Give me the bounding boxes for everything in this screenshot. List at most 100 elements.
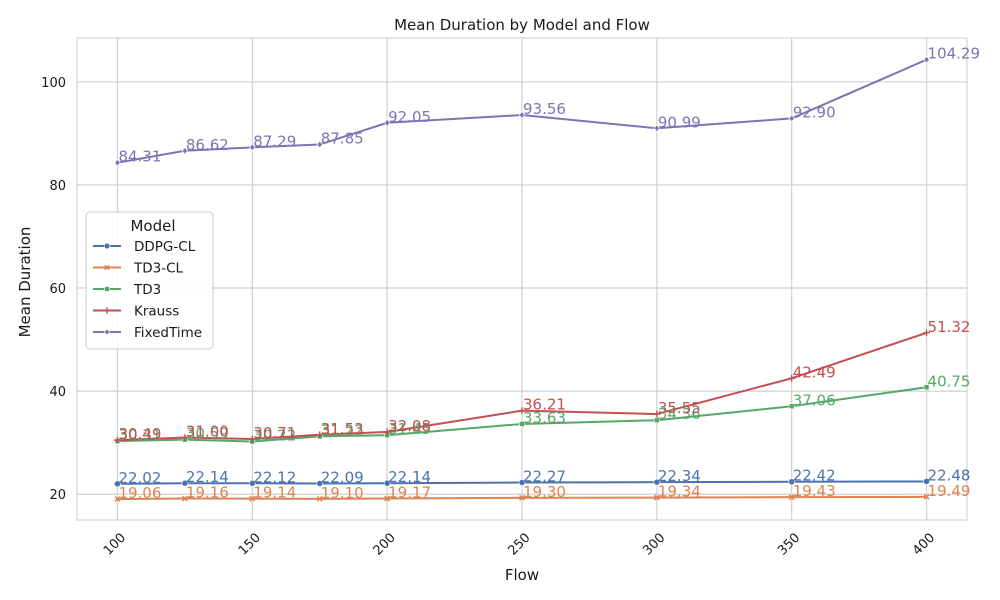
data-point-ddpg-cl	[316, 480, 324, 487]
data-label-td3: 34.36	[658, 405, 701, 423]
data-label-ddpg-cl: 22.48	[928, 466, 971, 484]
data-label-td3: 31.45	[388, 420, 431, 438]
data-label-td3-cl: 19.34	[658, 483, 701, 501]
data-point-krauss	[923, 329, 930, 337]
data-label-fixedtime: 93.56	[523, 100, 566, 118]
data-point-ddpg-cl	[923, 478, 930, 485]
data-point-td3-cl	[114, 496, 121, 503]
legend-marker	[104, 264, 110, 271]
data-label-fixedtime: 92.05	[388, 108, 431, 126]
data-point-ddpg-cl	[653, 478, 661, 486]
data-label-td3-cl: 19.10	[321, 484, 364, 502]
data-label-ddpg-cl: 22.34	[658, 467, 701, 485]
data-point-fixedtime	[923, 55, 930, 64]
legend-label: TD3	[133, 282, 161, 298]
data-label-td3: 30.22	[253, 427, 296, 445]
data-point-td3-cl	[181, 495, 188, 502]
legend-label: FixedTime	[134, 325, 202, 341]
data-point-krauss	[518, 407, 526, 415]
data-label-td3-cl: 19.30	[523, 483, 566, 501]
data-label-td3-cl: 19.06	[118, 484, 161, 502]
data-point-ddpg-cl	[114, 480, 121, 488]
data-point-ddpg-cl	[248, 479, 256, 487]
legend-title: Model	[130, 217, 175, 235]
y-tick-label: 100	[41, 76, 66, 91]
data-label-krauss: 31.00	[186, 423, 229, 441]
data-point-ddpg-cl	[383, 479, 391, 487]
data-label-krauss: 35.55	[658, 399, 701, 417]
data-label-fixedtime: 84.31	[118, 148, 161, 166]
data-point-krauss	[114, 436, 121, 444]
data-point-fixedtime	[316, 140, 323, 149]
data-point-fixedtime	[181, 146, 188, 155]
y-tick-label: 40	[49, 385, 66, 400]
data-label-td3: 30.59	[186, 425, 229, 443]
data-label-td3-cl: 19.16	[186, 484, 229, 502]
series-layer	[114, 55, 930, 503]
data-point-td3-cl	[923, 493, 930, 500]
data-label-krauss: 51.32	[928, 318, 971, 336]
legend-label: Krauss	[134, 304, 179, 320]
data-label-krauss: 32.08	[388, 417, 431, 435]
data-labels: 22.02 22.14 22.12 22.09 22.14 22.27 22.34 22.42…	[118, 45, 980, 502]
data-label-td3-cl: 19.43	[793, 482, 836, 500]
data-label-td3: 37.06	[793, 391, 836, 409]
data-label-ddpg-cl: 22.12	[253, 468, 296, 486]
data-point-td3-cl	[519, 494, 525, 501]
data-label-krauss: 42.49	[793, 363, 836, 381]
data-label-ddpg-cl: 22.02	[118, 469, 161, 487]
grid	[77, 38, 967, 520]
y-tick-label: 80	[49, 179, 66, 194]
data-point-td3-cl	[384, 495, 391, 502]
data-point-td3-cl	[316, 495, 323, 502]
series-td3-cl	[114, 493, 930, 503]
data-point-ddpg-cl	[181, 479, 189, 487]
legend-marker	[103, 307, 111, 314]
data-label-ddpg-cl: 22.09	[321, 468, 364, 486]
data-label-krauss: 31.53	[321, 420, 364, 438]
series-krauss	[114, 329, 930, 444]
legend-label: TD3-CL	[133, 261, 184, 277]
data-point-fixedtime	[249, 143, 256, 152]
data-point-fixedtime	[114, 158, 121, 167]
data-label-ddpg-cl: 22.42	[793, 467, 836, 485]
data-point-td3-cl	[249, 495, 256, 502]
legend-item-fixedtime: FixedTime	[93, 325, 202, 341]
data-label-krauss: 30.71	[253, 424, 296, 442]
data-label-krauss: 30.49	[118, 425, 161, 443]
data-label-td3-cl: 19.49	[928, 482, 971, 500]
data-point-td3-cl	[653, 494, 660, 501]
data-label-ddpg-cl: 22.14	[186, 468, 229, 486]
data-point-krauss	[653, 410, 661, 418]
data-label-ddpg-cl: 22.27	[523, 468, 566, 486]
legend-item-td3: TD3	[93, 282, 161, 298]
data-point-td3	[653, 417, 660, 424]
data-label-td3: 33.63	[523, 409, 566, 427]
legend-marker	[103, 242, 111, 250]
plot-frame	[76, 37, 968, 521]
data-label-fixedtime: 104.29	[928, 45, 981, 63]
data-point-ddpg-cl	[788, 478, 796, 486]
data-label-fixedtime: 90.99	[658, 113, 701, 131]
series-fixedtime	[114, 55, 930, 167]
data-label-td3: 40.75	[928, 372, 971, 390]
data-point-td3	[519, 421, 525, 427]
legend-marker	[104, 286, 110, 292]
y-tick-label: 20	[49, 488, 66, 503]
data-point-td3-cl	[788, 494, 795, 501]
legend-items: DDPG-CL TD3-CL TD3 Krauss FixedTime	[93, 239, 202, 341]
data-point-fixedtime	[653, 124, 660, 133]
data-label-ddpg-cl: 22.14	[388, 468, 431, 486]
legend-marker	[104, 328, 110, 336]
x-axis-label: Flow	[505, 566, 539, 584]
data-label-fixedtime: 92.90	[793, 103, 836, 121]
data-label-krauss: 36.21	[523, 396, 566, 414]
legend-item-td3-cl: TD3-CL	[93, 261, 184, 277]
series-ddpg-cl	[114, 478, 930, 488]
data-label-fixedtime: 87.29	[253, 132, 296, 150]
data-point-krauss	[248, 435, 256, 443]
data-point-krauss	[181, 434, 189, 441]
data-point-krauss	[316, 431, 324, 439]
